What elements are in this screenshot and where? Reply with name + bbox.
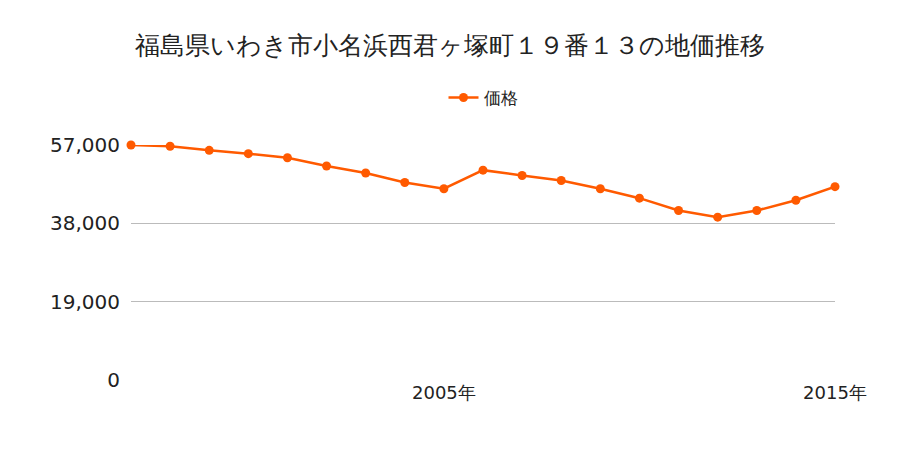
svg-text:57,000: 57,000 (50, 133, 120, 157)
svg-text:福島県いわき市小名浜西君ヶ塚町１９番１３の地価推移: 福島県いわき市小名浜西君ヶ塚町１９番１３の地価推移 (135, 31, 765, 60)
svg-text:38,000: 38,000 (50, 211, 120, 235)
svg-text:2015年: 2015年 (803, 382, 867, 403)
svg-text:19,000: 19,000 (50, 290, 120, 314)
svg-text:2005年: 2005年 (412, 382, 476, 403)
svg-text:価格: 価格 (484, 88, 518, 108)
svg-text:0: 0 (107, 368, 120, 392)
